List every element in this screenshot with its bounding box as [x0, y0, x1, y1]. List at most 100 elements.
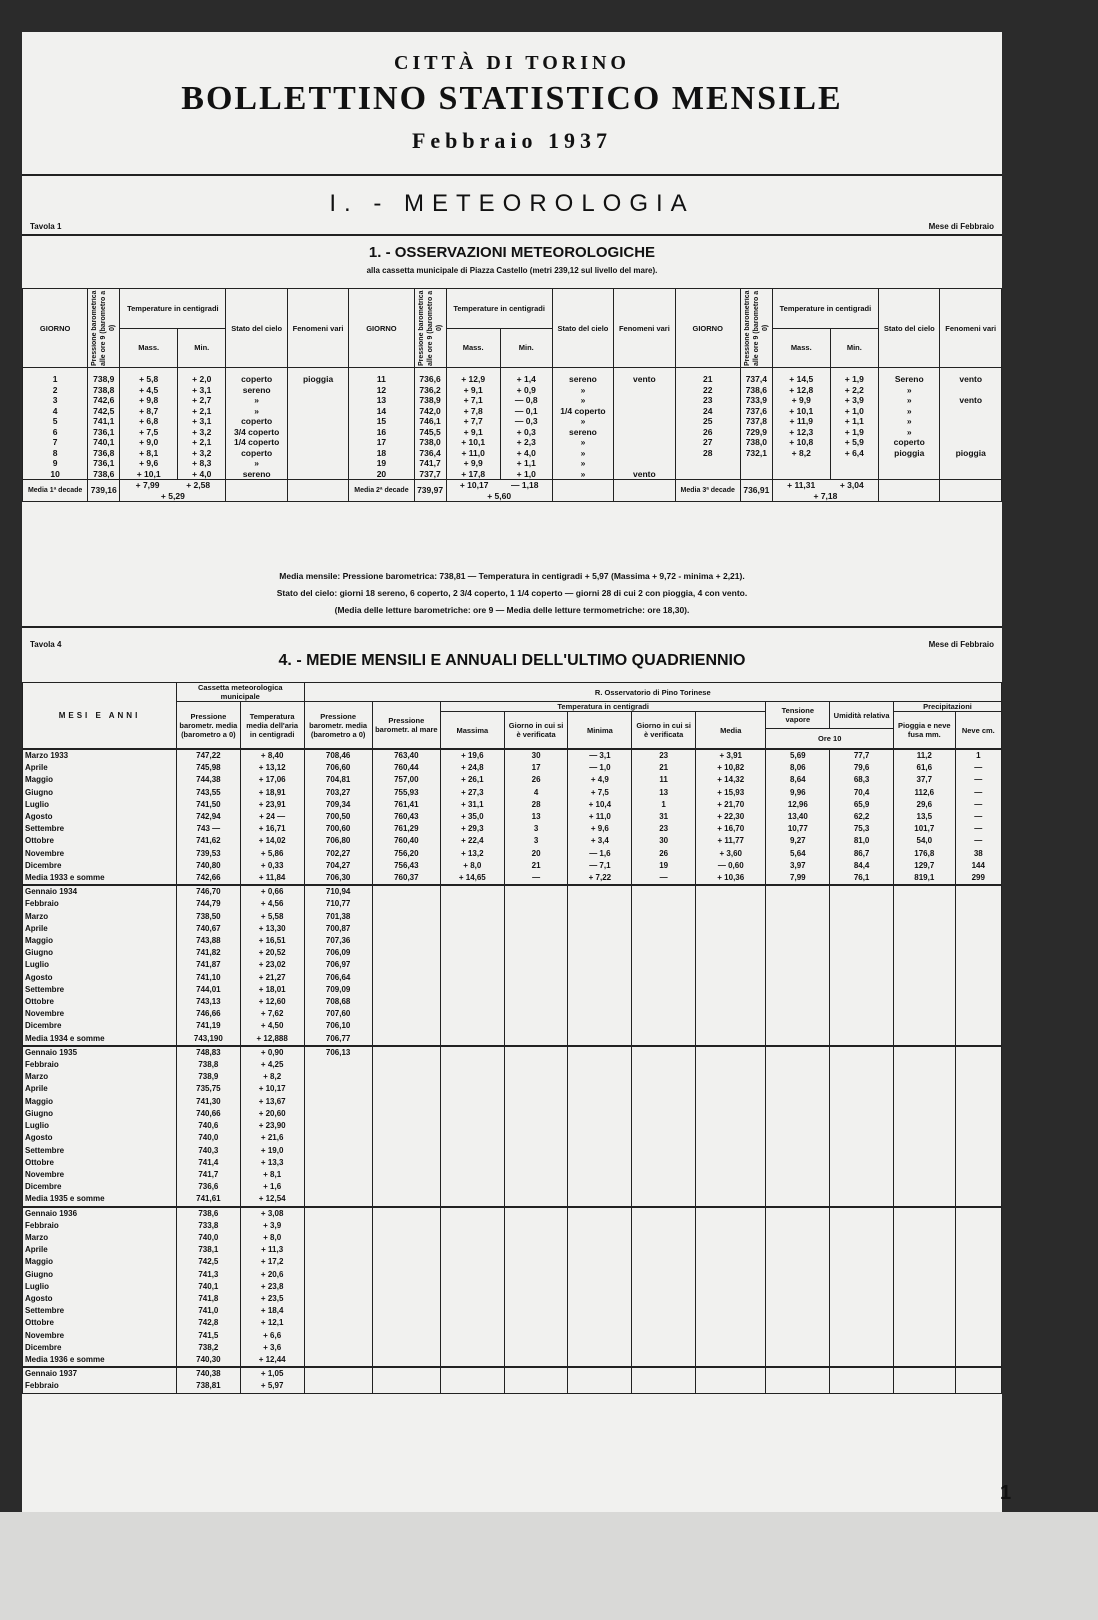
cell	[303, 1380, 373, 1394]
cell: 1	[21, 367, 89, 385]
cell: + 4,25	[239, 1059, 305, 1072]
cell: + 17,06	[239, 774, 305, 787]
col-header: Giorno in cui si è verificata	[503, 711, 569, 750]
cell: + 17,8	[445, 468, 501, 480]
cell	[893, 959, 956, 972]
cell: + 8,1	[239, 1168, 305, 1182]
cell	[303, 1205, 373, 1220]
cell: 742,5	[175, 1256, 241, 1269]
cell	[303, 1120, 373, 1133]
cell: 740,80	[175, 859, 241, 873]
cell: 76,1	[829, 872, 894, 886]
cell: 81,0	[829, 835, 894, 848]
scan-margin	[0, 1512, 1098, 1620]
cell	[303, 1219, 373, 1232]
cell: »	[551, 384, 615, 395]
cell	[439, 1071, 505, 1084]
data-row: Gennaio 1937 740,38 + 1,05	[22, 1366, 1003, 1381]
cell: 129,7	[893, 859, 956, 873]
cell: 11	[631, 774, 697, 787]
cell	[286, 447, 350, 458]
cell: + 9,1	[445, 384, 501, 395]
row-label: Agosto	[22, 1132, 177, 1145]
cell: + 7,8	[445, 405, 501, 416]
col-header: Temperature in centigradi	[119, 288, 227, 329]
city: CITTÀ DI TORINO	[394, 52, 630, 74]
row-label: Aprile	[22, 762, 177, 775]
cell: »	[878, 395, 941, 406]
cell	[567, 983, 633, 997]
cell	[503, 1008, 569, 1021]
row-label: Ottobre	[22, 835, 177, 848]
cell	[631, 1317, 697, 1330]
cell	[695, 1193, 767, 1208]
cell: Sereno	[878, 367, 941, 385]
data-row: Luglio 740,1 + 23,8	[22, 1280, 1003, 1293]
cell: 17	[503, 762, 569, 775]
cell: + 8,0	[439, 859, 505, 873]
media-min: + 2,58	[186, 480, 211, 490]
row-label: Gennaio 1936	[22, 1205, 177, 1220]
cell	[829, 1305, 894, 1318]
media-mean: + 5,29	[160, 490, 185, 501]
cell	[739, 468, 773, 480]
cell	[439, 1095, 505, 1108]
cell	[695, 1032, 767, 1047]
cell	[286, 405, 350, 416]
cell: 700,50	[303, 811, 373, 824]
cell	[829, 1205, 894, 1220]
data-row: Maggio 742,5 + 17,2	[22, 1256, 1003, 1269]
cell: 819,1	[893, 872, 956, 886]
cell	[765, 1107, 831, 1121]
data-row: Marzo 740,0 + 8,0	[22, 1231, 1003, 1245]
cell	[829, 1044, 894, 1060]
data-row: Gennaio 1935 748,83 + 0,90 706,13	[22, 1044, 1003, 1060]
cell: 746,1	[413, 416, 447, 427]
cell: 742,94	[175, 811, 241, 824]
cell: »	[551, 447, 615, 458]
cell: 736,8	[87, 447, 121, 458]
cell	[439, 1059, 505, 1072]
cell	[631, 1032, 697, 1047]
cell	[439, 1244, 505, 1257]
cell: + 12,3	[771, 426, 831, 437]
cell	[954, 983, 1003, 997]
cell	[765, 898, 831, 911]
cell	[631, 1341, 697, 1354]
cell: 1/4 coperto	[225, 437, 288, 448]
cell	[893, 947, 956, 960]
cell	[503, 1083, 569, 1096]
cell: + 8,2	[771, 447, 831, 458]
cell: + 22,30	[695, 811, 767, 824]
cell	[765, 1032, 831, 1047]
cell	[695, 947, 767, 960]
cell	[954, 1120, 1003, 1133]
cell	[567, 1083, 633, 1096]
cell	[439, 1032, 505, 1047]
cell	[371, 1071, 441, 1084]
col-header: Pressione barometrica alle ore 9 (barome…	[87, 288, 121, 368]
data-row: Maggio 743,88 + 16,51 707,36	[22, 935, 1003, 948]
cell: + 9,1	[445, 426, 501, 437]
cell	[893, 1144, 956, 1157]
cell	[503, 1120, 569, 1133]
cell	[954, 1353, 1003, 1368]
cell: + 19,6	[439, 747, 505, 763]
cell	[765, 983, 831, 997]
cell	[829, 959, 894, 972]
cell: + 1,9	[829, 367, 880, 385]
cell: + 10,8	[771, 437, 831, 448]
cell	[631, 959, 697, 972]
cell	[829, 1083, 894, 1096]
cell	[954, 1044, 1003, 1060]
row-label: Aprile	[22, 1244, 177, 1257]
cell	[371, 1181, 441, 1194]
cell: 740,38	[175, 1366, 241, 1381]
cell	[567, 1329, 633, 1342]
cell: 176,8	[893, 847, 956, 860]
cell: + 12,1	[239, 1317, 305, 1330]
cell: 737,7	[413, 468, 447, 480]
cell	[954, 1219, 1003, 1232]
cell	[695, 1366, 767, 1381]
cell: 740,0	[175, 1231, 241, 1245]
